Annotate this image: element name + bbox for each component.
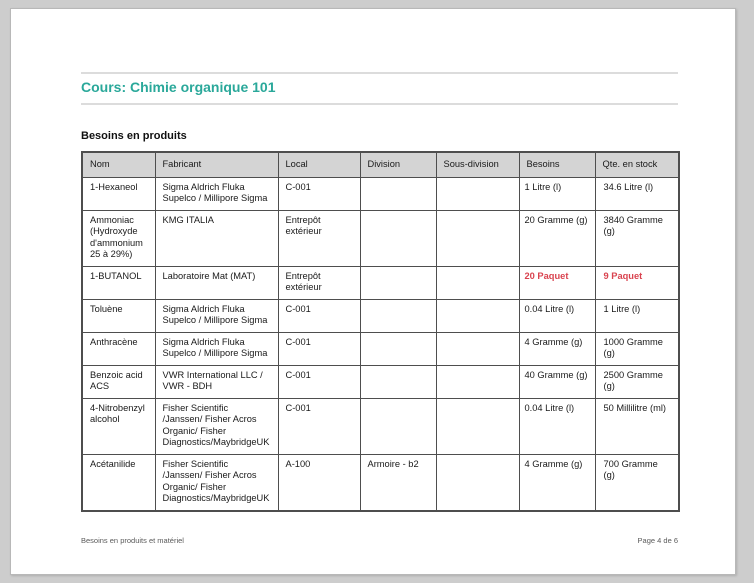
table-cell: 20 Paquet — [518, 265, 596, 300]
table-cell — [359, 265, 437, 300]
table-row: Ammoniac (Hydroxyde d'ammonium 25 à 29%)… — [81, 209, 680, 267]
table-cell: Entrepôt extérieur — [277, 209, 361, 267]
table-cell: C-001 — [277, 331, 361, 366]
table-cell: 0.04 Litre (l) — [518, 397, 596, 455]
table-cell — [435, 265, 520, 300]
products-table: Nom Fabricant Local Division Sous-division Be… — [81, 151, 680, 512]
table-cell: Fisher Scientific /Janssen/ Fisher Acros… — [154, 453, 279, 511]
table-header-row: Nom Fabricant Local Division Sous-division Be… — [81, 151, 680, 178]
table-cell: 4-Nitrobenzyl alcohol — [81, 397, 156, 455]
table-cell: 3840 Gramme (g) — [594, 209, 680, 267]
table-cell — [359, 331, 437, 366]
table-row: Benzoic acid ACS VWR International LLC / … — [81, 364, 680, 399]
table-cell — [359, 364, 437, 399]
footer-report-title: Besoins en produits et matériel — [81, 536, 184, 545]
table-cell: 4 Gramme (g) — [518, 331, 596, 366]
table-cell: 50 Millilitre (ml) — [594, 397, 680, 455]
table-cell — [435, 397, 520, 455]
column-header: Division — [359, 151, 437, 178]
table-cell: C-001 — [277, 176, 361, 211]
table-body: 1-Hexaneol Sigma Aldrich Fluka Supelco / … — [81, 176, 680, 511]
table-cell: Toluène — [81, 298, 156, 333]
table-cell: C-001 — [277, 364, 361, 399]
table-cell: A-100 — [277, 453, 361, 511]
column-header: Fabricant — [154, 151, 279, 178]
table-cell: 20 Gramme (g) — [518, 209, 596, 267]
table-cell — [435, 331, 520, 366]
section-heading: Besoins en produits — [81, 130, 187, 142]
course-header: Cours: Chimie organique 101 — [81, 72, 678, 105]
table-cell: 4 Gramme (g) — [518, 453, 596, 511]
table-cell: Anthracène — [81, 331, 156, 366]
table-cell: 0.04 Litre (l) — [518, 298, 596, 333]
table-cell — [435, 364, 520, 399]
table-cell: Armoire - b2 — [359, 453, 437, 511]
table-cell: 1000 Gramme (g) — [594, 331, 680, 366]
table-cell: Benzoic acid ACS — [81, 364, 156, 399]
table-cell — [359, 397, 437, 455]
table-cell: Fisher Scientific /Janssen/ Fisher Acros… — [154, 397, 279, 455]
table-cell: 9 Paquet — [594, 265, 680, 300]
footer-page-number: Page 4 de 6 — [637, 536, 678, 545]
table-cell: 34.6 Litre (l) — [594, 176, 680, 211]
column-header: Local — [277, 151, 361, 178]
table-cell: 40 Gramme (g) — [518, 364, 596, 399]
table-cell: 1-BUTANOL — [81, 265, 156, 300]
table-row: Acétanilide Fisher Scientific /Janssen/ F… — [81, 453, 680, 511]
table-row: 4-Nitrobenzyl alcohol Fisher Scientific /… — [81, 397, 680, 455]
table-cell: KMG ITALIA — [154, 209, 279, 267]
column-header: Nom — [81, 151, 156, 178]
table-cell — [435, 176, 520, 211]
document-page: Cours: Chimie organique 101 Besoins en p… — [10, 8, 736, 575]
table-cell: VWR International LLC / VWR - BDH — [154, 364, 279, 399]
page-title: Cours: Chimie organique 101 — [81, 79, 276, 95]
table-cell: C-001 — [277, 298, 361, 333]
table-cell: Ammoniac (Hydroxyde d'ammonium 25 à 29%) — [81, 209, 156, 267]
table-cell: Sigma Aldrich Fluka Supelco / Millipore … — [154, 331, 279, 366]
column-header: Qte. en stock — [594, 151, 680, 178]
table-cell: 700 Gramme (g) — [594, 453, 680, 511]
table-cell — [435, 298, 520, 333]
table-cell — [359, 176, 437, 211]
table-cell: Acétanilide — [81, 453, 156, 511]
column-header: Sous-division — [435, 151, 520, 178]
table-cell: Laboratoire Mat (MAT) — [154, 265, 279, 300]
table-cell — [435, 209, 520, 267]
column-header: Besoins — [518, 151, 596, 178]
table-cell — [435, 453, 520, 511]
table-row: 1-BUTANOL Laboratoire Mat (MAT) Entrepôt e… — [81, 265, 680, 300]
table-cell: 1-Hexaneol — [81, 176, 156, 211]
table-cell — [359, 298, 437, 333]
table-row: Toluène Sigma Aldrich Fluka Supelco / Mil… — [81, 298, 680, 333]
table-row: 1-Hexaneol Sigma Aldrich Fluka Supelco / … — [81, 176, 680, 211]
page-footer: Besoins en produits et matériel Page 4 d… — [81, 536, 678, 545]
table-cell: C-001 — [277, 397, 361, 455]
table-row: Anthracène Sigma Aldrich Fluka Supelco / … — [81, 331, 680, 366]
table-cell: 1 Litre (l) — [518, 176, 596, 211]
table-cell: Entrepôt extérieur — [277, 265, 361, 300]
table-cell: 1 Litre (l) — [594, 298, 680, 333]
table-cell: 2500 Gramme (g) — [594, 364, 680, 399]
table-cell — [359, 209, 437, 267]
table-cell: Sigma Aldrich Fluka Supelco / Millipore … — [154, 176, 279, 211]
table-cell: Sigma Aldrich Fluka Supelco / Millipore … — [154, 298, 279, 333]
